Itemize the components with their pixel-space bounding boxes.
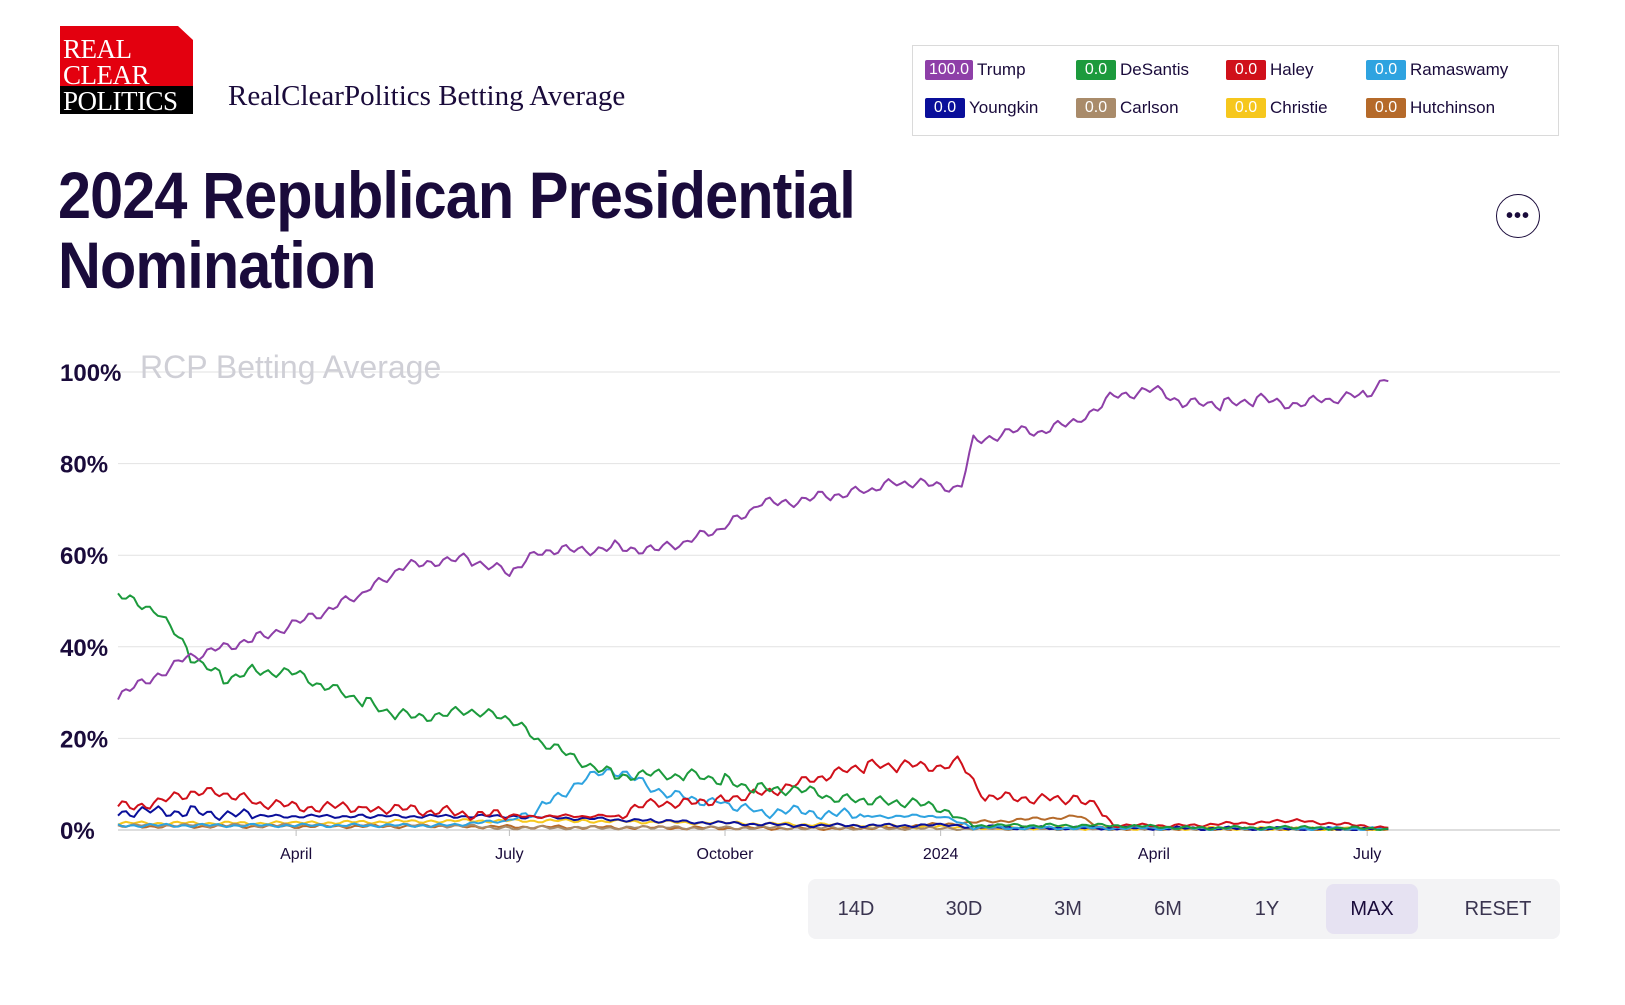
logo-text-line-3: POLITICS bbox=[63, 86, 178, 116]
legend-value: 0.0 bbox=[1076, 60, 1116, 80]
legend-value: 0.0 bbox=[925, 98, 965, 118]
range-max-button[interactable]: MAX bbox=[1326, 884, 1418, 934]
legend-label: Youngkin bbox=[969, 98, 1039, 117]
y-tick-label: 60% bbox=[60, 543, 108, 570]
series-line-youngkin bbox=[117, 805, 1389, 831]
series-lines bbox=[117, 379, 1389, 831]
range-3m-button[interactable]: 3M bbox=[1054, 897, 1082, 920]
series-line-haley bbox=[117, 755, 1389, 830]
legend-label: Ramaswamy bbox=[1410, 60, 1509, 79]
logo-text-line-2: CLEAR bbox=[63, 60, 150, 90]
legend-value: 0.0 bbox=[1226, 60, 1266, 80]
legend-item-christie[interactable]: 0.0 Christie bbox=[1226, 98, 1328, 118]
chart-watermark: RCP Betting Average bbox=[140, 349, 441, 385]
x-tick-label: 2024 bbox=[923, 846, 959, 863]
legend-item-hutchinson[interactable]: 0.0 Hutchinson bbox=[1366, 98, 1495, 118]
grid-lines bbox=[118, 371, 1560, 831]
series-line-trump bbox=[117, 379, 1389, 701]
legend-item-haley[interactable]: 0.0 Haley bbox=[1226, 60, 1313, 80]
chart-legend: 100.0 Trump 0.0 DeSantis 0.0 Haley 0.0 R… bbox=[912, 45, 1559, 136]
x-tick-label: October bbox=[697, 846, 755, 863]
legend-value: 0.0 bbox=[1366, 60, 1406, 80]
legend-value: 100.0 bbox=[925, 60, 974, 80]
y-tick-label: 80% bbox=[60, 452, 108, 479]
logo-text-line-1: REAL bbox=[63, 34, 132, 64]
series-line-desantis bbox=[117, 592, 1389, 831]
range-reset-button[interactable]: RESET bbox=[1464, 897, 1532, 920]
chart-container: RCP Betting Average 0% 20% 40% 60% 80% 100% A… bbox=[0, 340, 1625, 870]
legend-item-ramaswamy[interactable]: 0.0 Ramaswamy bbox=[1366, 60, 1508, 80]
legend-label: Christie bbox=[1270, 98, 1328, 117]
page-title: 2024 Republican Presidential Nomination bbox=[58, 158, 856, 302]
x-tick-label: July bbox=[495, 846, 523, 863]
x-tick-label: April bbox=[1138, 846, 1170, 863]
legend-value: 0.0 bbox=[1226, 98, 1266, 118]
series-line-ramaswamy bbox=[117, 768, 1389, 831]
logo-black-block bbox=[60, 86, 193, 114]
line-chart: RCP Betting Average 0% 20% 40% 60% 80% 100% A… bbox=[60, 349, 1560, 863]
logo-red-block bbox=[60, 26, 193, 86]
range-14d-button[interactable]: 14D bbox=[837, 897, 875, 920]
range-30d-button[interactable]: 30D bbox=[945, 897, 983, 920]
x-axis-ticks: April July October 2024 April July bbox=[280, 830, 1381, 863]
legend-label: DeSantis bbox=[1120, 60, 1189, 79]
legend-value: 0.0 bbox=[1366, 98, 1406, 118]
legend-label: Haley bbox=[1270, 60, 1314, 79]
more-options-button[interactable]: ••• bbox=[1496, 194, 1540, 238]
site-subtitle: RealClearPolitics Betting Average bbox=[228, 80, 626, 112]
range-6m-button[interactable]: 6M bbox=[1154, 897, 1182, 920]
x-tick-label: April bbox=[280, 846, 312, 863]
y-tick-label: 20% bbox=[60, 726, 108, 753]
y-tick-label: 100% bbox=[60, 360, 121, 387]
legend-item-carlson[interactable]: 0.0 Carlson bbox=[1076, 98, 1179, 118]
legend-label: Trump bbox=[977, 60, 1026, 79]
rcp-logo[interactable]: REAL CLEAR POLITICS bbox=[60, 26, 193, 116]
time-range-selector: 14D 30D 3M 6M 1Y MAX RESET bbox=[808, 879, 1560, 939]
legend-item-desantis[interactable]: 0.0 DeSantis bbox=[1076, 60, 1189, 80]
x-tick-label: July bbox=[1353, 846, 1381, 863]
legend-item-youngkin[interactable]: 0.0 Youngkin bbox=[925, 98, 1038, 118]
legend-label: Hutchinson bbox=[1410, 98, 1496, 117]
range-1y-button[interactable]: 1Y bbox=[1254, 897, 1280, 920]
legend-value: 0.0 bbox=[1076, 98, 1116, 118]
y-tick-label: 0% bbox=[60, 818, 95, 845]
legend-label: Carlson bbox=[1120, 98, 1179, 117]
y-axis-ticks: 0% 20% 40% 60% 80% 100% bbox=[60, 360, 121, 845]
y-tick-label: 40% bbox=[60, 635, 108, 662]
legend-item-trump[interactable]: 100.0 Trump bbox=[925, 60, 1026, 80]
